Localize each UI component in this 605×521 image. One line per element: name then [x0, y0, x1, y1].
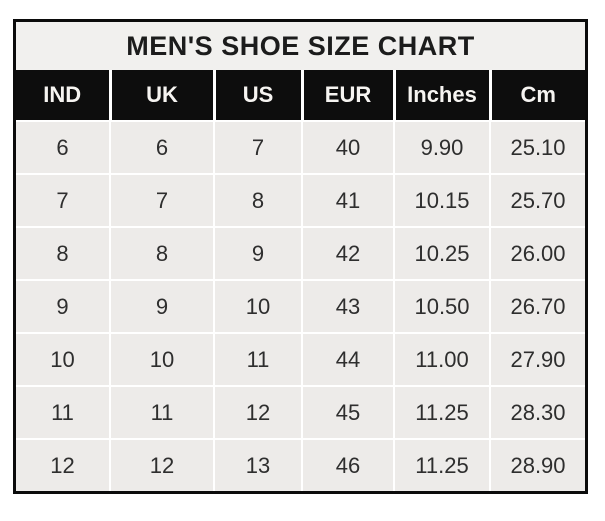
table-cell: 12 [109, 438, 214, 491]
table-cell: 7 [213, 120, 302, 174]
table-row: 7 7 8 41 10.15 25.70 [16, 173, 585, 227]
column-header-eur: EUR [300, 70, 394, 121]
table-cell: 43 [301, 279, 394, 333]
column-header-uk: UK [108, 70, 214, 121]
table-cell: 9 [16, 279, 110, 333]
table-cell: 10.25 [393, 226, 490, 280]
table-cell: 11.25 [393, 438, 490, 491]
table-cell: 9 [109, 279, 214, 333]
shoe-size-chart: MEN'S SHOE SIZE CHART IND UK US EUR Inch… [13, 19, 588, 494]
table-cell: 25.70 [489, 173, 585, 227]
chart-title: MEN'S SHOE SIZE CHART [16, 22, 585, 70]
size-table: IND UK US EUR Inches Cm 6 6 7 40 9.90 25… [16, 70, 585, 491]
table-cell: 27.90 [489, 332, 585, 386]
table-cell: 25.10 [489, 120, 585, 174]
table-cell: 41 [301, 173, 394, 227]
table-row: 6 6 7 40 9.90 25.10 [16, 120, 585, 174]
table-row: 12 12 13 46 11.25 28.90 [16, 438, 585, 491]
table-cell: 11 [109, 385, 214, 439]
table-row: 10 10 11 44 11.00 27.90 [16, 332, 585, 386]
table-cell: 9 [213, 226, 302, 280]
table-cell: 8 [16, 226, 110, 280]
table-cell: 28.30 [489, 385, 585, 439]
table-cell: 44 [301, 332, 394, 386]
header-row: IND UK US EUR Inches Cm [16, 70, 585, 121]
column-header-ind: IND [16, 70, 110, 121]
table-cell: 8 [213, 173, 302, 227]
table-cell: 40 [301, 120, 394, 174]
table-cell: 11.25 [393, 385, 490, 439]
column-header-cm: Cm [488, 70, 585, 121]
table-cell: 10 [16, 332, 110, 386]
table-cell: 7 [16, 173, 110, 227]
table-cell: 10.50 [393, 279, 490, 333]
table-cell: 26.70 [489, 279, 585, 333]
table-cell: 26.00 [489, 226, 585, 280]
table-cell: 11 [213, 332, 302, 386]
column-header-us: US [212, 70, 302, 121]
table-row: 11 11 12 45 11.25 28.30 [16, 385, 585, 439]
table-cell: 10.15 [393, 173, 490, 227]
table-cell: 45 [301, 385, 394, 439]
table-cell: 12 [213, 385, 302, 439]
table-cell: 7 [109, 173, 214, 227]
table-cell: 9.90 [393, 120, 490, 174]
table-cell: 11 [16, 385, 110, 439]
table-cell: 42 [301, 226, 394, 280]
table-cell: 10 [213, 279, 302, 333]
table-cell: 6 [16, 120, 110, 174]
table-header: IND UK US EUR Inches Cm [16, 70, 585, 121]
table-cell: 6 [109, 120, 214, 174]
table-cell: 8 [109, 226, 214, 280]
table-cell: 11.00 [393, 332, 490, 386]
table-cell: 28.90 [489, 438, 585, 491]
table-cell: 13 [213, 438, 302, 491]
column-header-inches: Inches [392, 70, 490, 121]
table-row: 8 8 9 42 10.25 26.00 [16, 226, 585, 280]
table-body: 6 6 7 40 9.90 25.10 7 7 8 41 10.15 25.70… [16, 120, 585, 491]
table-cell: 12 [16, 438, 110, 491]
table-cell: 10 [109, 332, 214, 386]
table-cell: 46 [301, 438, 394, 491]
table-row: 9 9 10 43 10.50 26.70 [16, 279, 585, 333]
